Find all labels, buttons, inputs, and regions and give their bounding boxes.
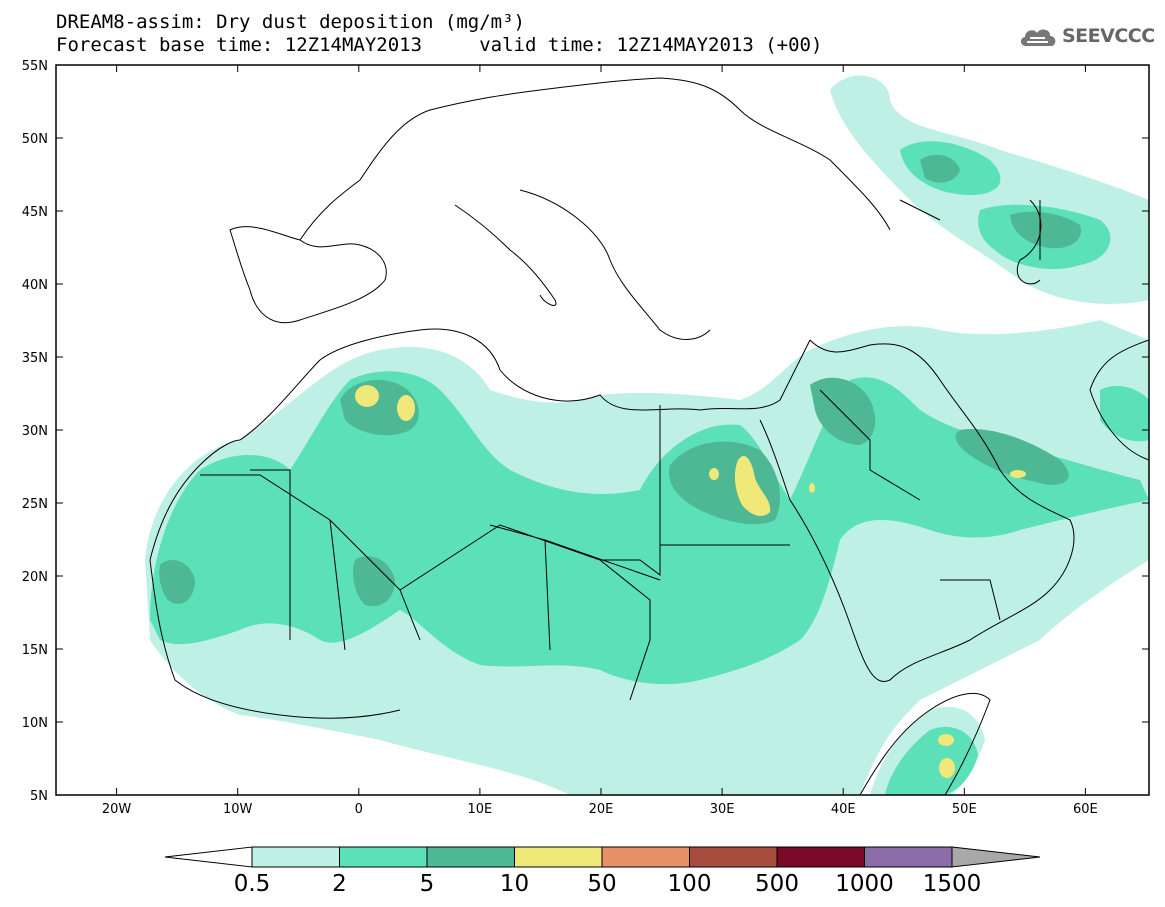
contour-level-10 bbox=[355, 385, 1026, 778]
colorbar-label: 0.5 bbox=[234, 871, 271, 897]
lon-tick-label: 40E bbox=[831, 802, 856, 817]
colorbar-label: 5 bbox=[420, 871, 435, 897]
colorbar-swatch bbox=[339, 846, 428, 868]
colorbar-label: 2 bbox=[332, 871, 347, 897]
lat-tick-label: 50N bbox=[22, 132, 48, 147]
lat-tick-label: 5N bbox=[30, 789, 48, 804]
lon-tick-label: 60E bbox=[1073, 802, 1098, 817]
lat-tick-label: 40N bbox=[22, 278, 48, 293]
lon-tick-label: 20W bbox=[102, 802, 132, 817]
colorbar-label: 10 bbox=[500, 871, 529, 897]
seevccc-logo: SEEVCCC bbox=[1018, 24, 1155, 48]
colorbar-low-arrow bbox=[164, 846, 253, 868]
colorbar-swatch bbox=[426, 846, 515, 868]
colorbar-swatch bbox=[601, 846, 690, 868]
logo-text: SEEVCCC bbox=[1062, 25, 1155, 47]
colorbar-swatch bbox=[514, 846, 603, 868]
colorbar-label: 50 bbox=[587, 871, 616, 897]
lon-tick-label: 30E bbox=[710, 802, 735, 817]
lon-tick-label: 10W bbox=[223, 802, 253, 817]
colorbar-high-arrow bbox=[951, 846, 1041, 868]
lon-tick-label: 20E bbox=[589, 802, 614, 817]
colorbar-label: 1500 bbox=[923, 871, 982, 897]
colorbar: 0.5 2 5 10 50 100 500 1000 1500 bbox=[164, 846, 1041, 897]
lat-tick-label: 15N bbox=[22, 643, 48, 658]
lat-tick-label: 10N bbox=[22, 716, 48, 731]
lat-tick-label: 35N bbox=[22, 351, 48, 366]
lon-tick-label: 50E bbox=[952, 802, 977, 817]
coastlines-borders bbox=[149, 77, 1149, 795]
dust-field bbox=[145, 75, 1149, 795]
map-title: DREAM8-assim: Dry dust deposition (mg/m³… bbox=[56, 11, 525, 33]
colorbar-label: 100 bbox=[668, 871, 712, 897]
latitude-axis: 55N 50N 45N 40N 35N 30N 25N 20N 15N 10N 5N bbox=[22, 59, 1149, 804]
lat-tick-label: 30N bbox=[22, 424, 48, 439]
lon-tick-label: 0 bbox=[355, 802, 363, 817]
lat-tick-label: 45N bbox=[22, 205, 48, 220]
lat-tick-label: 20N bbox=[22, 570, 48, 585]
colorbar-swatch bbox=[251, 846, 340, 868]
colorbar-label: 1000 bbox=[835, 871, 894, 897]
colorbar-swatch bbox=[689, 846, 778, 868]
longitude-axis: 20W 10W 0 10E 20E 30E 40E 50E 60E bbox=[102, 65, 1098, 817]
forecast-time-line: Forecast base time: 12Z14MAY2013 valid t… bbox=[56, 34, 823, 56]
lat-tick-label: 55N bbox=[22, 59, 48, 74]
lon-tick-label: 10E bbox=[468, 802, 493, 817]
colorbar-label: 500 bbox=[755, 871, 799, 897]
colorbar-swatch bbox=[864, 846, 953, 868]
cloud-icon bbox=[1020, 29, 1056, 46]
colorbar-swatch bbox=[776, 846, 865, 868]
lat-tick-label: 25N bbox=[22, 497, 48, 512]
